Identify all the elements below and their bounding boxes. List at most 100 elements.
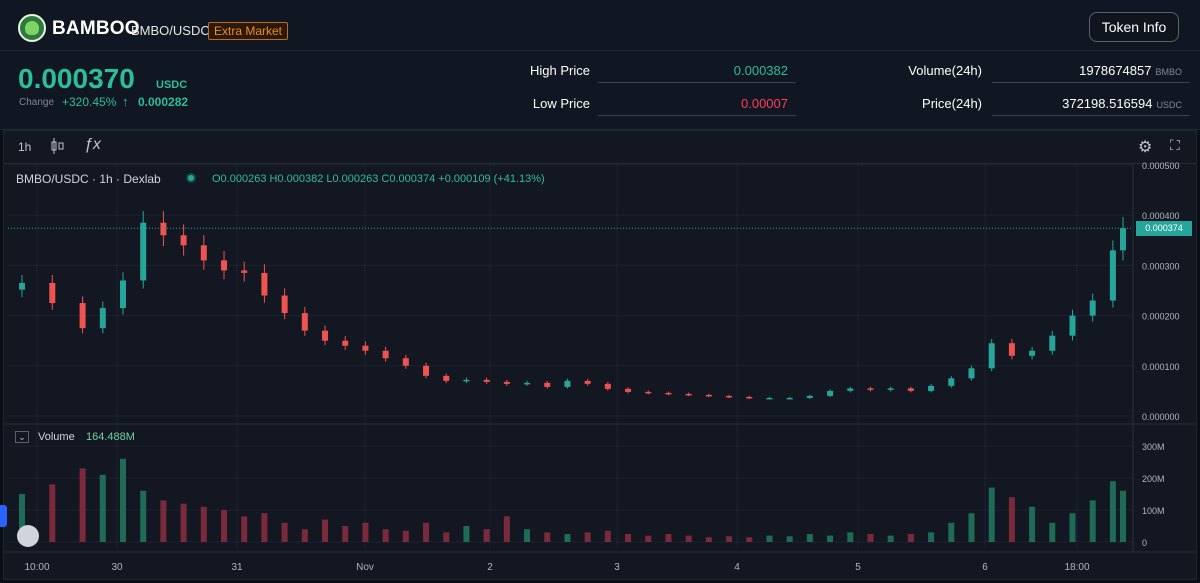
candle-body — [200, 245, 207, 261]
candle-body — [160, 222, 167, 236]
volume-bar — [463, 526, 470, 542]
candle-body — [301, 313, 308, 331]
x-tick-label: Nov — [356, 562, 374, 573]
volume-bar — [1109, 481, 1116, 542]
candle-body — [402, 358, 409, 366]
volume-bar — [221, 510, 228, 542]
volume-bar — [726, 536, 733, 542]
candle-body — [261, 272, 268, 296]
volume-24h-label: Volume(24h) — [908, 63, 982, 78]
candle-body — [584, 380, 591, 384]
toolbar-divider — [4, 163, 1196, 164]
volume-bar — [544, 532, 551, 542]
y-tick-label: 0.000400 — [1142, 211, 1180, 221]
candle-body — [988, 343, 995, 369]
candle-body — [827, 390, 834, 396]
arrow-up-icon: ↑ — [122, 94, 129, 109]
volume-bar — [604, 530, 611, 542]
low-price-underline — [598, 115, 796, 116]
high-price-underline — [598, 82, 796, 83]
candle-body — [19, 282, 25, 290]
volume-bar — [301, 529, 308, 542]
volume-bar — [49, 484, 56, 542]
gear-icon[interactable]: ⚙ — [1138, 139, 1153, 156]
volume-bar — [1069, 513, 1076, 542]
candle-body — [180, 235, 187, 246]
status-dot — [186, 173, 196, 183]
candle-body — [503, 381, 510, 384]
volume-bar — [322, 519, 329, 542]
volume-bar — [907, 534, 914, 542]
change-label: Change — [19, 97, 55, 108]
volume-bar — [79, 468, 86, 542]
volume-bar — [1089, 500, 1096, 542]
candlestick-icon[interactable] — [50, 137, 64, 158]
volume-bar — [120, 458, 127, 542]
candle-body — [726, 395, 733, 398]
low-price-value: 0.00007 — [741, 96, 788, 111]
sidebar-toggle[interactable] — [0, 505, 7, 527]
interval-button[interactable]: 1h — [18, 140, 32, 154]
chevron-down-icon[interactable]: ⌄ — [15, 431, 29, 443]
fx-icon[interactable]: ƒx — [84, 136, 101, 153]
volume-bar — [281, 522, 288, 542]
change-value: 0.000282 — [138, 95, 189, 109]
chart-panel — [3, 130, 1197, 580]
candle-body — [544, 382, 551, 387]
candle-body — [685, 393, 692, 396]
candle-body — [948, 378, 955, 386]
candle-body — [342, 340, 349, 346]
bamboo-logo-icon — [18, 14, 46, 42]
candle-body — [786, 397, 793, 400]
volume-bar — [705, 537, 712, 542]
x-tick-label: 2 — [487, 562, 493, 573]
volume-bar — [443, 532, 450, 542]
x-tick-label: 10:00 — [24, 562, 49, 573]
volume-bar — [382, 529, 389, 542]
token-info-button[interactable]: Token Info — [1089, 12, 1179, 42]
volume-bar — [160, 500, 167, 542]
y-tick-label: 0.000000 — [1142, 412, 1180, 422]
ohlc-values: O0.000263 H0.000382 L0.000263 C0.000374 … — [212, 173, 545, 185]
volume-bar — [1008, 497, 1015, 542]
y-tick-label: 0.000100 — [1142, 362, 1180, 372]
volume-bar — [928, 532, 935, 542]
candle-body — [79, 303, 86, 329]
volume-24h-value: 1978674857 BMBO — [1079, 63, 1182, 78]
candle-body — [887, 388, 894, 390]
candle-body — [746, 396, 753, 399]
volume-tick-label: 0 — [1142, 538, 1147, 548]
candle-body — [766, 397, 773, 400]
volume-bar — [524, 529, 531, 542]
price-unit: USDC — [156, 79, 188, 91]
candle-body — [362, 345, 369, 351]
y-tick-label: 0.000500 — [1142, 161, 1180, 171]
fullscreen-icon[interactable]: ⛶ — [1170, 137, 1180, 153]
volume-bar — [584, 532, 591, 542]
candle-body — [120, 280, 127, 309]
x-tick-label: 4 — [734, 562, 740, 573]
candle-body — [907, 388, 914, 391]
candle-body — [1069, 315, 1076, 336]
candle-body — [665, 392, 672, 395]
volume-bar — [564, 534, 571, 542]
volume-bar — [665, 534, 672, 542]
x-tick-label: 18:00 — [1064, 562, 1089, 573]
volume-bar — [19, 494, 25, 542]
volume-bar — [827, 535, 834, 542]
volume-underline — [992, 82, 1190, 83]
candle-body — [806, 395, 813, 398]
candle-body — [928, 385, 935, 391]
low-price-label: Low Price — [532, 96, 590, 111]
x-tick-label: 31 — [231, 562, 243, 573]
candle-body — [847, 388, 854, 391]
candle-body — [483, 379, 490, 382]
trading-pair: BMBO/USDC — [131, 23, 210, 38]
volume-bar — [423, 522, 430, 542]
candle-body — [443, 375, 450, 381]
volume-bar — [483, 529, 490, 542]
volume-legend-value: 164.488M — [86, 431, 135, 443]
tradingview-logo-icon — [17, 525, 39, 547]
candle-body — [221, 260, 228, 271]
